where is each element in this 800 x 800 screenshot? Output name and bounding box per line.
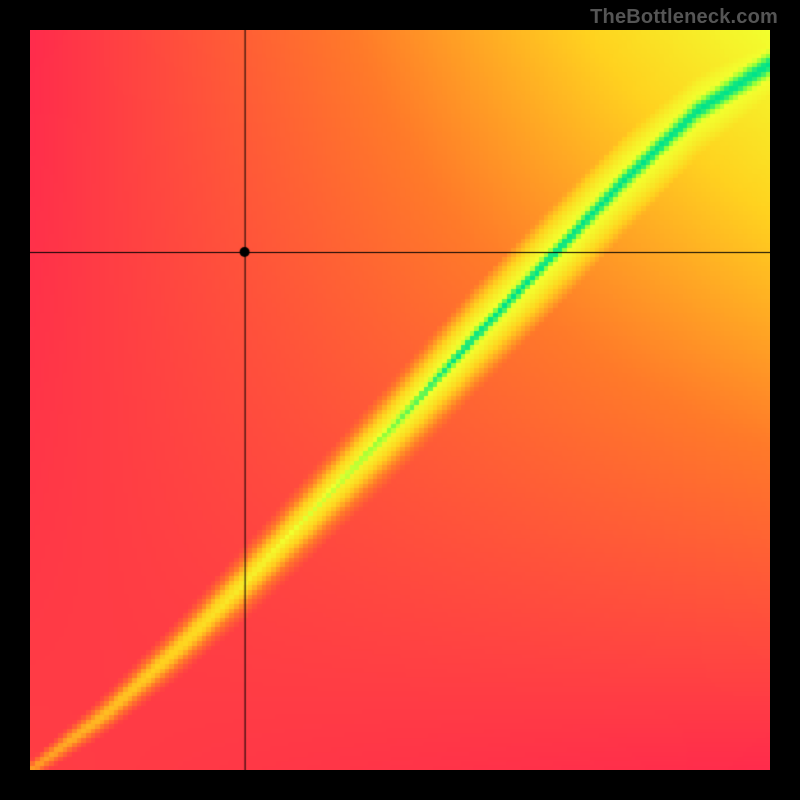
attribution-text: TheBottleneck.com bbox=[590, 6, 778, 29]
bottleneck-heatmap bbox=[30, 30, 770, 770]
chart-container: TheBottleneck.com bbox=[0, 0, 800, 800]
